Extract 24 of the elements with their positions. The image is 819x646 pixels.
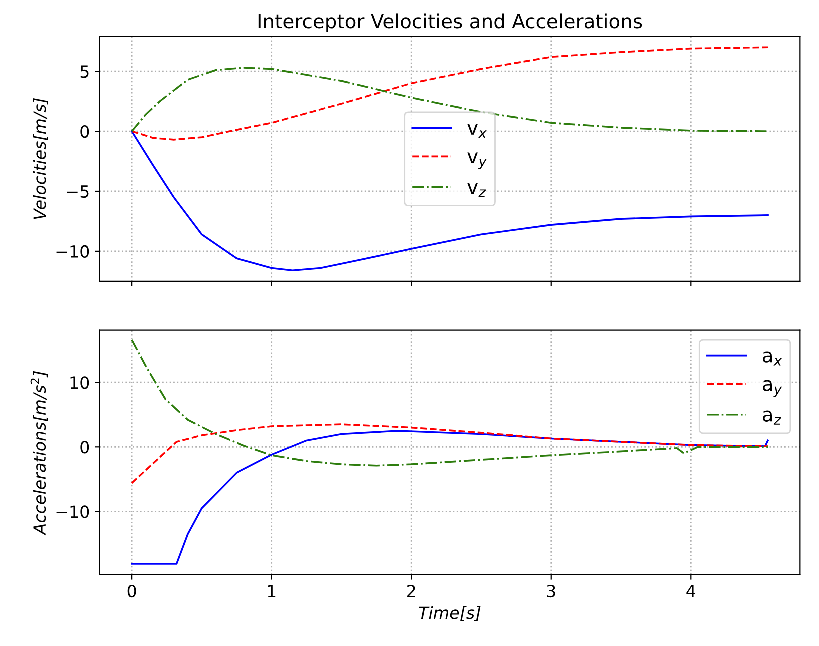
y-tick-label: 0 (80, 441, 90, 454)
x-axis-title: Time[s] (419, 606, 481, 622)
x-tick-label: 2 (408, 584, 416, 598)
legend-label: a$_{y}$ (763, 380, 782, 398)
legend-label: v$_{y}$ (468, 152, 487, 170)
line-series (131, 424, 769, 484)
x-tick-label: 0 (128, 584, 136, 598)
x-tick-label: 4 (686, 585, 696, 598)
x-tick-label: 3 (547, 584, 556, 598)
legend-label: a$_{x}$ (763, 352, 782, 366)
x-tick-label: 1 (268, 585, 276, 598)
y-tick-label: −10 (56, 245, 90, 258)
line-series (131, 46, 769, 141)
legend-label: v$_{z}$ (468, 183, 486, 198)
legend-label: v$_{x}$ (468, 124, 487, 138)
y-tick-label: 5 (80, 66, 89, 78)
y-tick-label: 0 (80, 126, 90, 138)
y-tick-label: −5 (67, 186, 89, 198)
y-axis-title: Velocities[m/s] (33, 98, 48, 220)
legend-label: a$_{z}$ (763, 410, 782, 425)
y-tick-label: 10 (70, 376, 90, 390)
chart-title: Interceptor Velocities and Accelerations (258, 14, 642, 33)
y-axis-title: Accelerations[m/s$^{2}$] (30, 371, 48, 536)
y-tick-label: −10 (56, 506, 90, 518)
